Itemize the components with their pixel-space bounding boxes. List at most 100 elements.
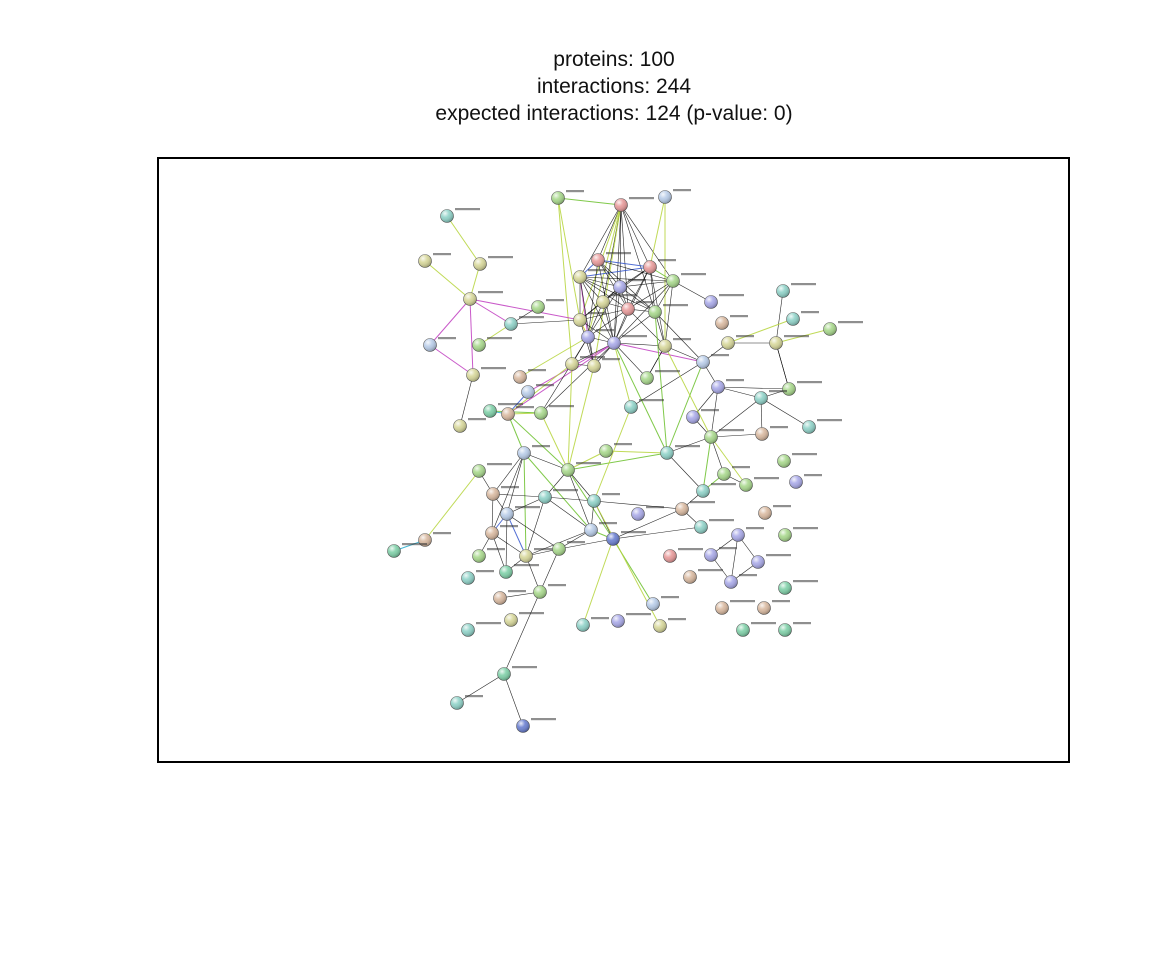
protein-node[interactable] <box>591 252 632 267</box>
protein-node[interactable] <box>658 189 692 204</box>
protein-node[interactable] <box>739 477 780 492</box>
protein-node[interactable] <box>658 338 692 353</box>
protein-node[interactable] <box>584 522 618 537</box>
protein-node[interactable] <box>823 321 864 336</box>
protein-node[interactable] <box>473 256 514 271</box>
protein-node[interactable] <box>663 548 704 563</box>
protein-node[interactable] <box>660 445 701 460</box>
protein-node[interactable] <box>453 418 487 433</box>
protein-node[interactable] <box>755 426 789 441</box>
protein-node[interactable] <box>786 311 820 326</box>
protein-node[interactable] <box>504 316 545 331</box>
protein-node[interactable] <box>596 294 637 309</box>
protein-node[interactable] <box>499 564 540 579</box>
protein-node[interactable] <box>675 501 716 516</box>
protein-node[interactable] <box>517 445 551 460</box>
protein-node[interactable] <box>587 358 621 373</box>
protein-node[interactable] <box>782 381 823 396</box>
protein-node[interactable] <box>721 335 755 350</box>
protein-node[interactable] <box>704 429 745 444</box>
protein-node[interactable] <box>466 367 507 382</box>
protein-node[interactable] <box>387 543 428 558</box>
protein-node[interactable] <box>776 283 817 298</box>
protein-node[interactable] <box>606 531 647 546</box>
protein-node[interactable] <box>538 489 579 504</box>
protein-node[interactable] <box>611 613 652 628</box>
protein-node[interactable] <box>696 354 730 369</box>
protein-node[interactable] <box>513 369 547 384</box>
protein-node[interactable] <box>694 519 735 534</box>
protein-node[interactable] <box>519 548 560 563</box>
protein-node[interactable] <box>653 618 687 633</box>
protein-node[interactable] <box>751 554 792 569</box>
protein-node[interactable] <box>666 273 707 288</box>
protein-node[interactable] <box>450 695 484 710</box>
protein-node[interactable] <box>621 301 655 316</box>
protein-node[interactable] <box>646 596 680 611</box>
protein-node[interactable] <box>640 370 681 385</box>
protein-node[interactable] <box>757 600 791 615</box>
protein-node[interactable] <box>731 527 765 542</box>
protein-node[interactable] <box>472 548 506 563</box>
protein-node-label <box>668 618 686 621</box>
protein-node[interactable] <box>423 337 457 352</box>
protein-node[interactable] <box>552 541 586 556</box>
protein-node[interactable] <box>777 453 818 468</box>
protein-node[interactable] <box>683 569 724 584</box>
protein-node[interactable] <box>461 570 495 585</box>
protein-node[interactable] <box>440 208 481 223</box>
protein-node[interactable] <box>778 527 819 542</box>
protein-node[interactable] <box>704 294 745 309</box>
protein-node[interactable] <box>472 463 513 478</box>
protein-node[interactable] <box>534 405 575 420</box>
protein-node[interactable] <box>573 312 607 327</box>
protein-node[interactable] <box>521 384 555 399</box>
protein-node[interactable] <box>802 419 843 434</box>
protein-node[interactable] <box>717 466 751 481</box>
protein-node[interactable] <box>704 547 738 562</box>
protein-node[interactable] <box>599 443 633 458</box>
protein-node[interactable] <box>715 315 749 330</box>
protein-node[interactable] <box>614 197 655 212</box>
protein-node[interactable] <box>696 483 737 498</box>
protein-node[interactable] <box>573 269 607 284</box>
protein-node[interactable] <box>551 190 585 205</box>
protein-node[interactable] <box>724 574 758 589</box>
protein-node[interactable] <box>565 356 606 371</box>
protein-node[interactable] <box>531 299 565 314</box>
protein-node[interactable] <box>736 622 777 637</box>
protein-node[interactable] <box>789 474 823 489</box>
protein-node[interactable] <box>648 304 689 319</box>
protein-node[interactable] <box>631 506 665 521</box>
protein-node[interactable] <box>715 600 756 615</box>
protein-node[interactable] <box>758 505 792 520</box>
protein-node[interactable] <box>463 291 504 306</box>
protein-node[interactable] <box>483 403 524 418</box>
protein-node[interactable] <box>613 279 647 294</box>
protein-node[interactable] <box>643 259 677 274</box>
protein-node[interactable] <box>711 379 745 394</box>
protein-node[interactable] <box>624 399 665 414</box>
protein-node[interactable] <box>461 622 502 637</box>
protein-node[interactable] <box>576 617 610 632</box>
protein-node[interactable] <box>493 590 527 605</box>
protein-node[interactable] <box>686 409 720 424</box>
protein-node[interactable] <box>778 580 819 595</box>
protein-node[interactable] <box>500 506 541 521</box>
protein-node[interactable] <box>607 335 648 350</box>
protein-node[interactable] <box>486 486 520 501</box>
protein-node[interactable] <box>418 253 452 268</box>
protein-node[interactable] <box>778 622 812 637</box>
protein-node[interactable] <box>504 612 545 627</box>
protein-node[interactable] <box>769 335 810 350</box>
protein-node[interactable] <box>561 462 602 477</box>
protein-node[interactable] <box>485 525 519 540</box>
protein-node[interactable] <box>754 390 788 405</box>
protein-node[interactable] <box>581 329 615 344</box>
protein-node[interactable] <box>497 666 538 681</box>
protein-node[interactable] <box>587 493 621 508</box>
protein-node[interactable] <box>472 337 513 352</box>
protein-node[interactable] <box>516 718 557 733</box>
protein-node[interactable] <box>533 584 567 599</box>
protein-node[interactable] <box>501 406 535 421</box>
